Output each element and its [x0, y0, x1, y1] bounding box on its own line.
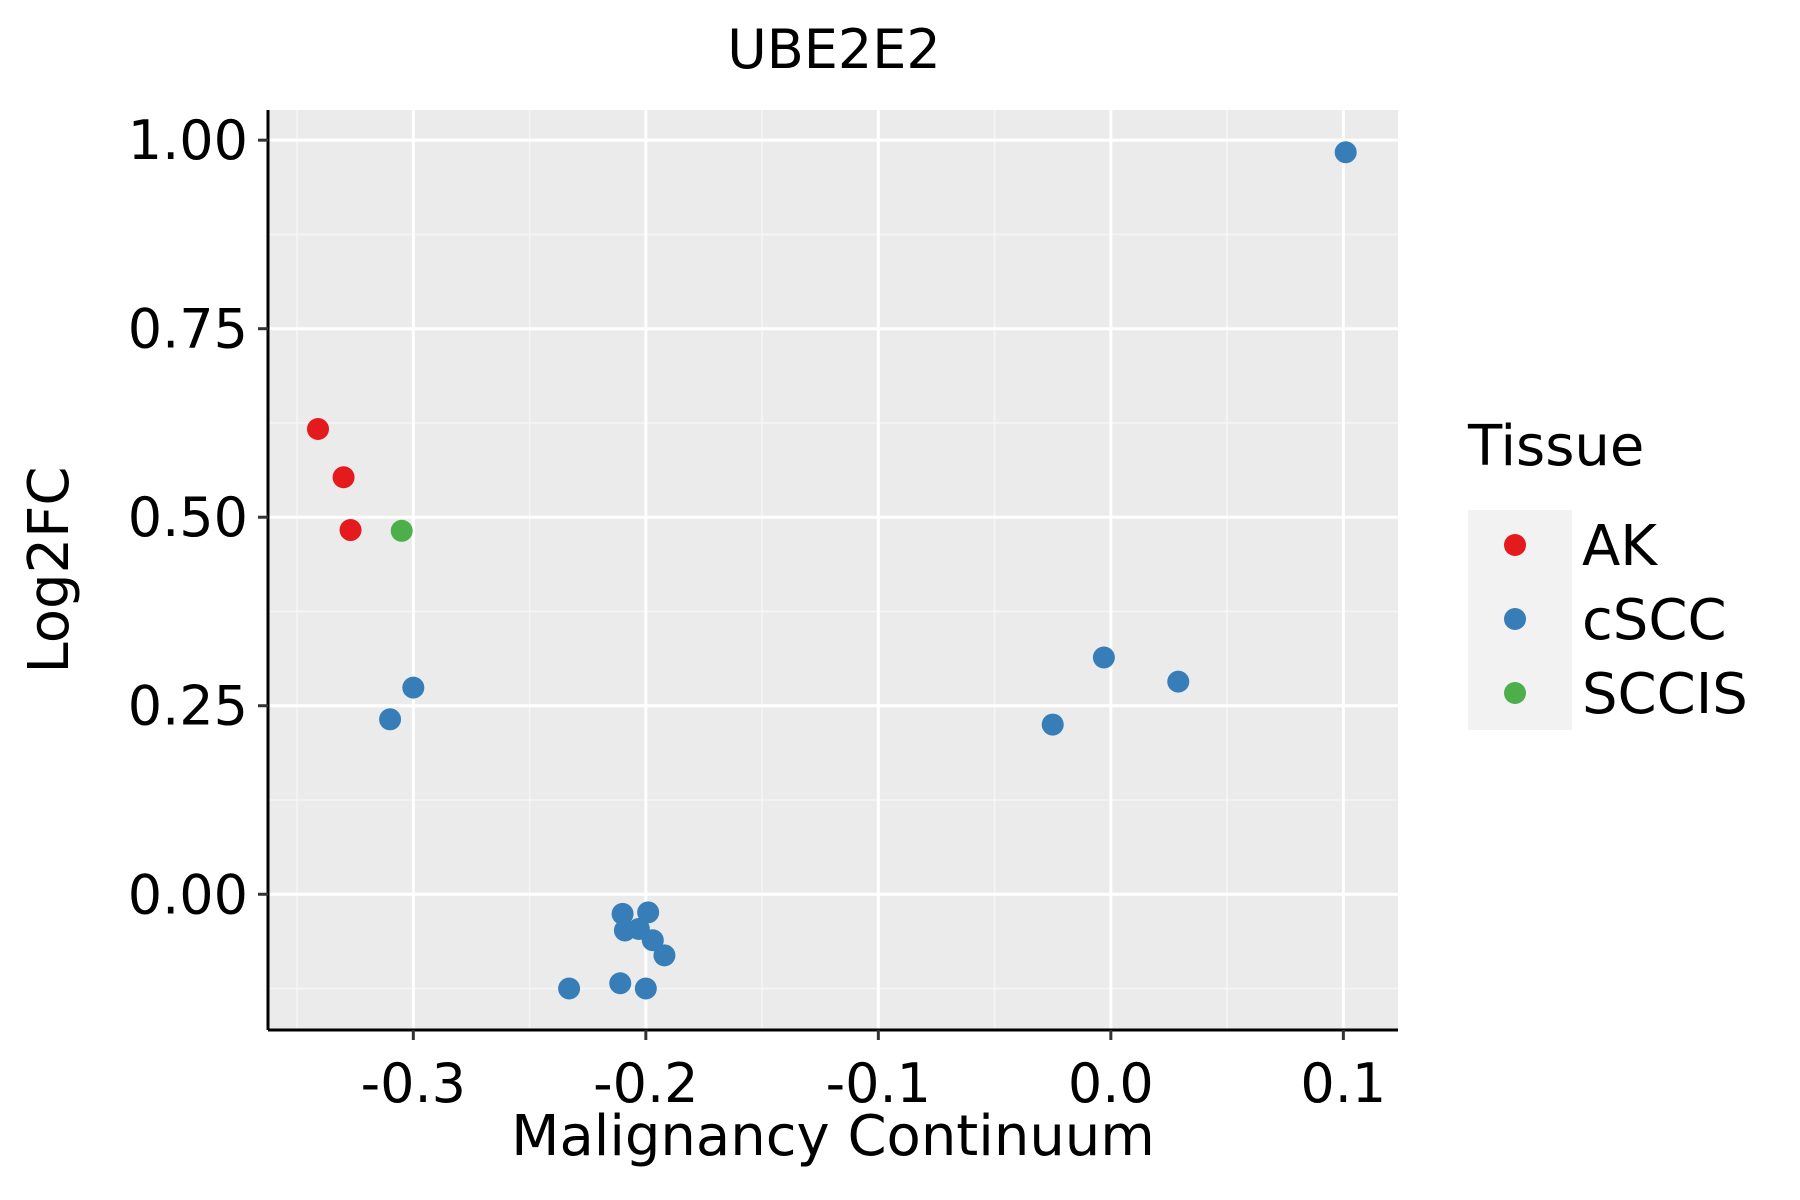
data-point-cscc: [558, 977, 581, 1000]
legend-key-cscc: [1504, 608, 1526, 630]
data-point-sccis: [390, 519, 413, 542]
data-point-cscc: [634, 977, 657, 1000]
minor-gridlines: [268, 110, 1398, 1030]
data-point-cscc: [611, 902, 634, 925]
y-axis-ticks: 0.00 0.25 0.50 0.75 1.00: [128, 109, 268, 926]
data-point-cscc: [1041, 713, 1064, 736]
legend-label-sccis: SCCIS: [1582, 662, 1748, 727]
x-tick-label: -0.2: [593, 1052, 698, 1115]
x-tick-label: -0.3: [361, 1052, 466, 1115]
x-tick-label: 0.0: [1068, 1052, 1154, 1115]
legend-label-cscc: cSCC: [1582, 588, 1727, 653]
x-axis-title: Malignancy Continuum: [511, 1104, 1155, 1169]
data-point-ak: [332, 466, 355, 489]
x-axis-ticks: -0.3 -0.2 -0.1 0.0 0.1: [361, 1030, 1386, 1115]
y-axis-title: Log2FC: [17, 467, 82, 674]
x-tick-label: 0.1: [1300, 1052, 1386, 1115]
plot-panel: [268, 110, 1398, 1030]
data-point-cscc: [637, 901, 660, 924]
y-tick-label: 0.25: [128, 675, 248, 738]
data-point-cscc: [402, 676, 425, 699]
legend-label-ak: AK: [1582, 514, 1658, 579]
data-point-cscc: [379, 708, 402, 731]
y-tick-label: 0.00: [128, 863, 248, 926]
data-point-cscc: [641, 929, 664, 952]
data-point-cscc: [1334, 141, 1357, 164]
data-points: [306, 141, 1357, 1000]
y-tick-label: 0.75: [128, 298, 248, 361]
data-point-cscc: [1092, 646, 1115, 669]
data-point-cscc: [653, 944, 676, 967]
chart-title: UBE2E2: [727, 18, 941, 81]
data-point-cscc: [1167, 670, 1190, 693]
x-tick-label: -0.1: [826, 1052, 931, 1115]
major-gridlines: [268, 110, 1398, 1030]
y-tick-label: 0.50: [128, 486, 248, 549]
legend-title: Tissue: [1467, 414, 1644, 479]
y-tick-label: 1.00: [128, 109, 248, 172]
legend-key-sccis: [1504, 682, 1526, 704]
legend: Tissue AK cSCC SCCIS: [1467, 414, 1748, 730]
legend-key-ak: [1504, 534, 1526, 556]
data-point-ak: [339, 519, 362, 542]
data-point-cscc: [609, 972, 632, 995]
data-point-ak: [306, 417, 329, 440]
